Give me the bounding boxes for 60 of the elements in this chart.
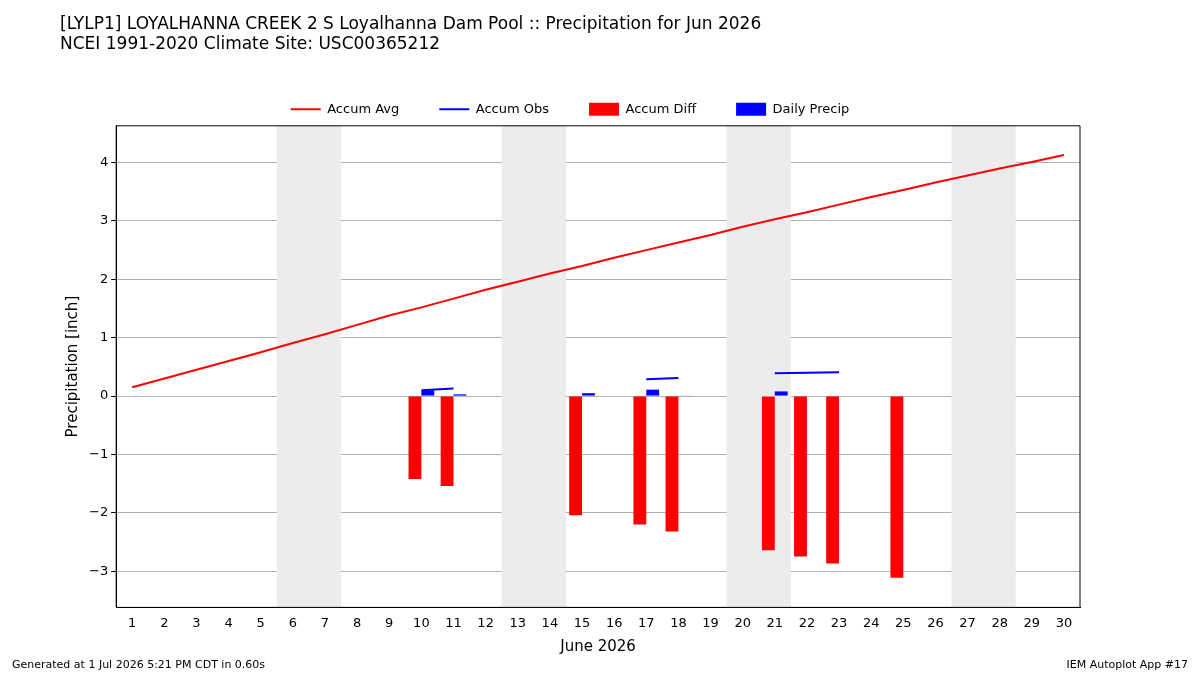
chart-subtitle: NCEI 1991-2020 Climate Site: USC00365212 [60, 33, 441, 54]
x-tick-label: 29 [1023, 614, 1041, 630]
legend-label: Accum Obs [475, 100, 550, 116]
x-tick-label: 28 [991, 614, 1008, 630]
text: Generated at 1 Jul 2026 5:21 PM CDT in 0.60s [12, 658, 266, 671]
y-tick-label: 2 [99, 270, 109, 286]
y-tick-label: −3 [88, 562, 109, 578]
x-tick-label: 21 [766, 614, 784, 630]
y-tick-label: 0 [99, 387, 109, 403]
x-tick-label: 18 [670, 614, 687, 630]
x-tick-label: 7 [320, 614, 330, 630]
bar [665, 396, 679, 532]
x-tick-label: 20 [734, 614, 751, 630]
x-tick-label: 30 [1055, 614, 1073, 630]
y-tick-label: −2 [88, 504, 109, 520]
x-tick-label: 27 [959, 614, 976, 630]
bar [826, 396, 840, 564]
bar [569, 396, 583, 516]
x-tick-label: 26 [927, 614, 944, 630]
x-axis-title: June 2026 [559, 636, 636, 655]
bar [633, 396, 647, 525]
y-tick-label: −1 [88, 445, 109, 461]
y-tick-label: 3 [99, 212, 109, 228]
y-axis-title: Precipitation [inch] [62, 295, 81, 438]
x-tick-label: 16 [605, 614, 623, 630]
bar [440, 396, 454, 486]
bar [890, 396, 904, 578]
x-tick-label: 17 [638, 614, 655, 630]
x-tick-label: 19 [702, 614, 719, 630]
x-tick-label: 15 [573, 614, 591, 630]
bar [761, 396, 775, 551]
x-tick-label: 9 [385, 614, 394, 630]
x-tick-label: 4 [224, 614, 233, 630]
legend-label: Daily Precip [772, 100, 850, 116]
x-tick-label: 3 [192, 614, 201, 630]
x-tick-label: 11 [445, 614, 462, 630]
legend-label: Accum Diff [625, 100, 698, 116]
x-tick-label: 10 [413, 614, 430, 630]
x-tick-label: 22 [798, 614, 816, 630]
y-tick-label: 1 [99, 329, 109, 345]
legend-label: Accum Avg [327, 100, 400, 116]
x-tick-label: 5 [256, 614, 265, 630]
chart-title: [LYLP1] LOYALHANNA CREEK 2 S Loyalhanna Dam Pool :: Precipitation for Jun 2026 [60, 12, 762, 33]
x-tick-label: 25 [895, 614, 912, 630]
x-tick-label: 14 [541, 614, 559, 630]
x-tick-label: 13 [509, 614, 527, 630]
bar [408, 396, 422, 479]
x-tick-label: 12 [477, 614, 494, 630]
bar [794, 396, 807, 557]
bar [646, 389, 660, 396]
y-tick-label: 4 [99, 153, 109, 169]
x-tick-label: 1 [128, 614, 137, 630]
x-tick-label: 23 [830, 614, 848, 630]
bar [774, 391, 788, 396]
x-tick-label: 2 [160, 614, 169, 630]
bar [582, 393, 595, 396]
x-tick-label: 6 [288, 614, 298, 630]
x-tick-label: 8 [352, 614, 362, 630]
text: IEM Autoplot App #17 [1066, 658, 1188, 671]
x-tick-label: 24 [862, 614, 880, 630]
